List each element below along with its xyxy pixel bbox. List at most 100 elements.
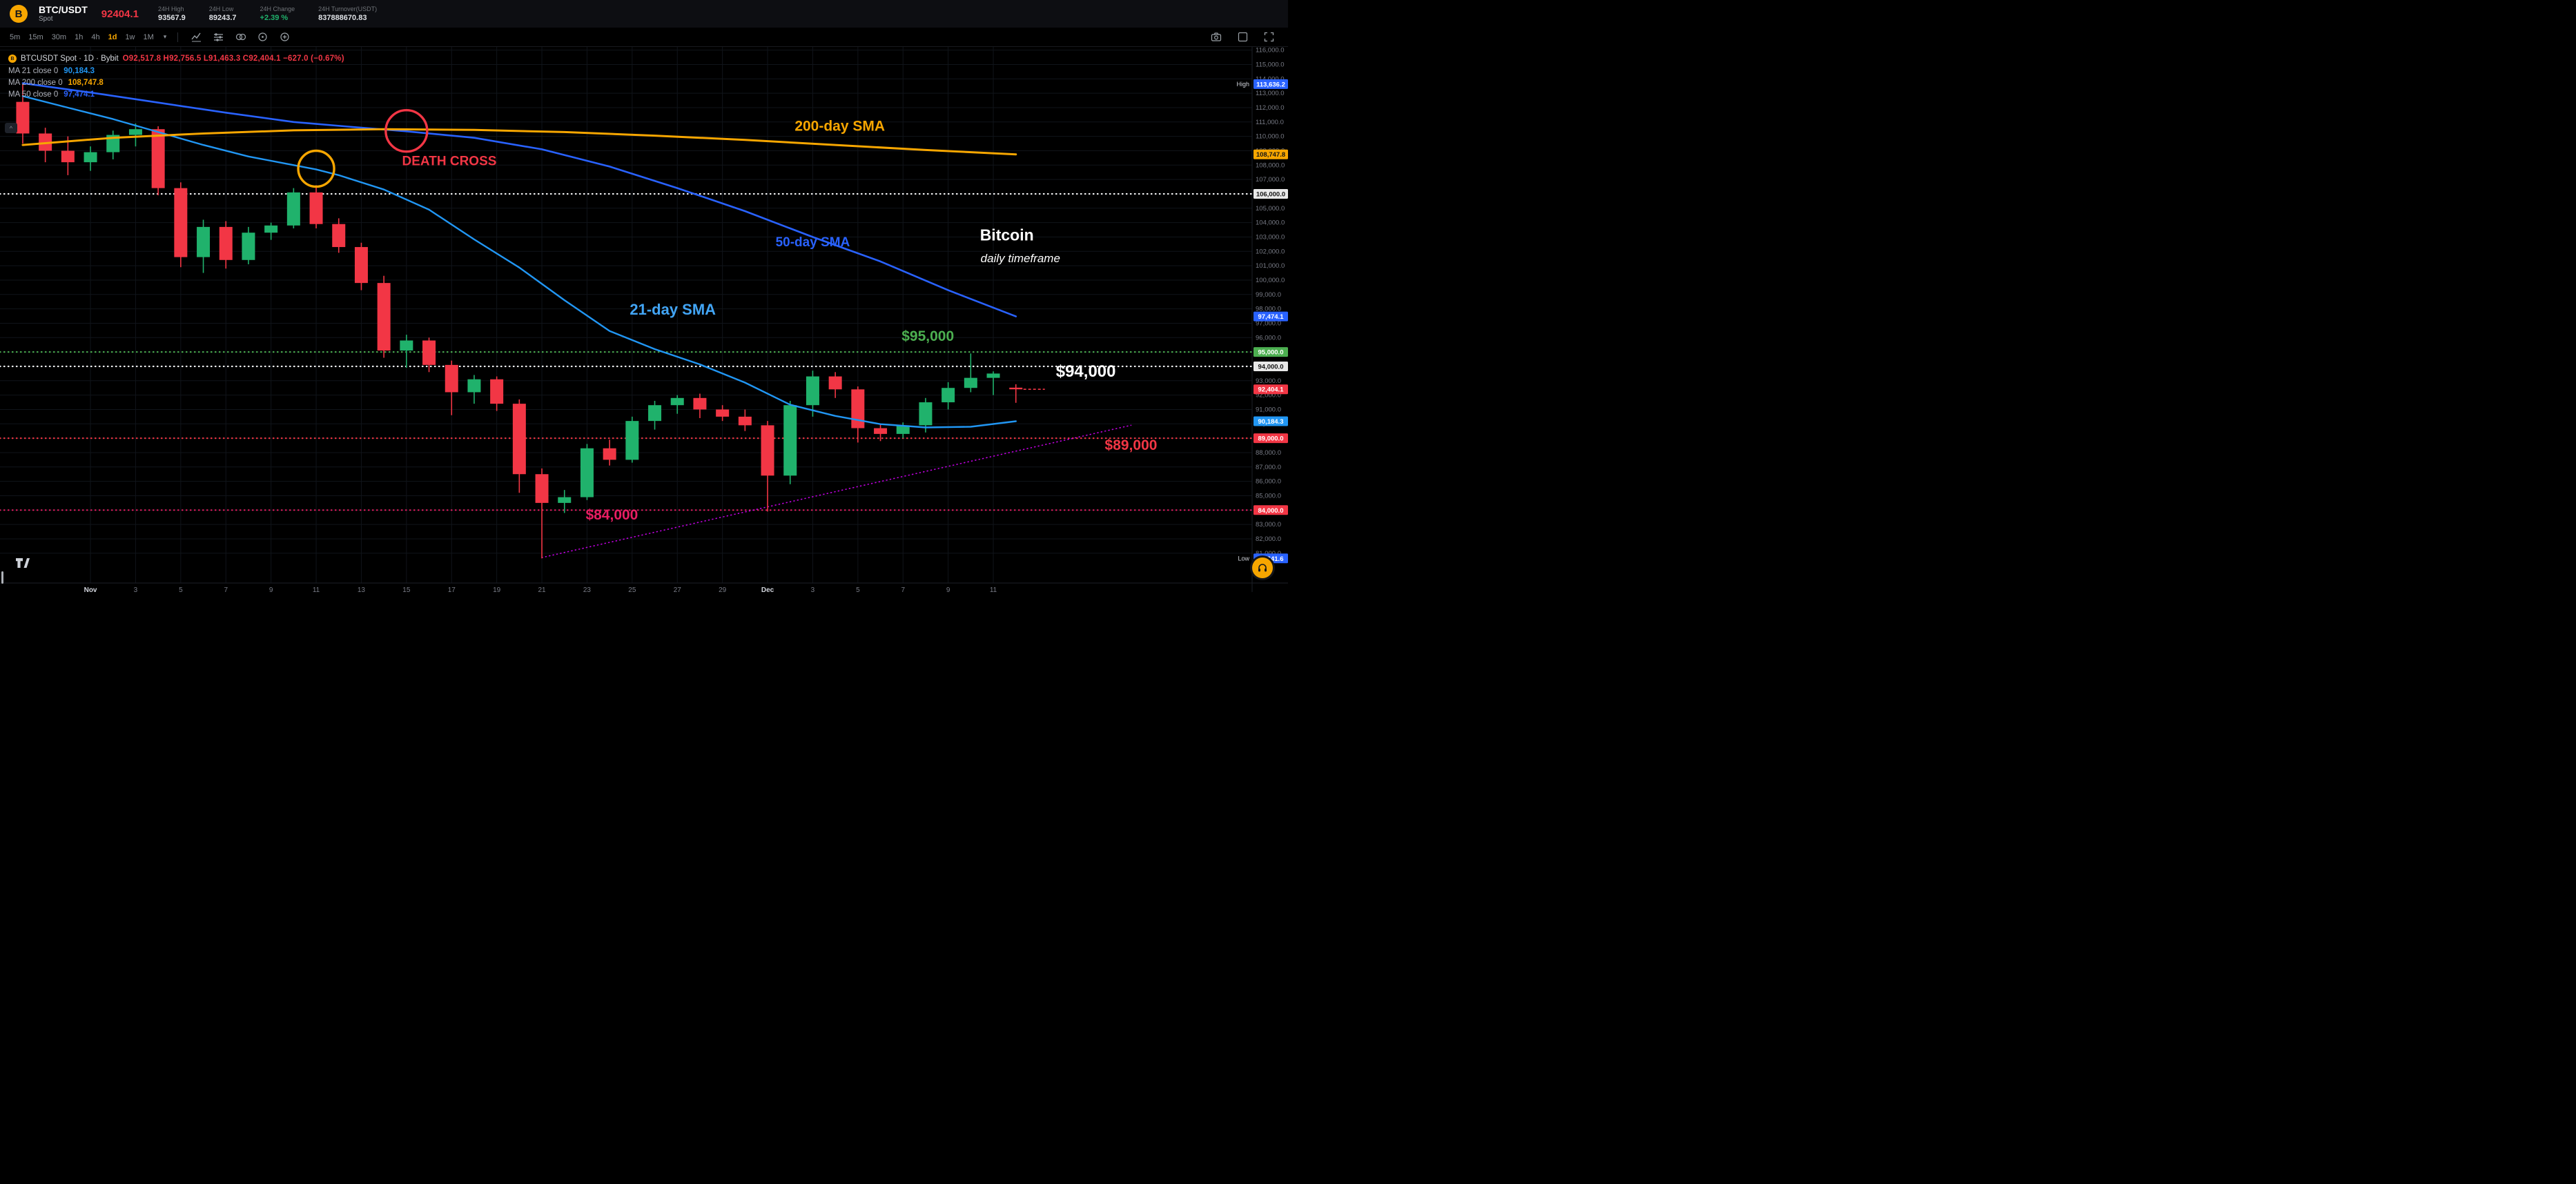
svg-text:82,000.0: 82,000.0: [1256, 535, 1281, 543]
svg-text:110,000.0: 110,000.0: [1256, 133, 1285, 141]
header: B BTC/USDT Spot 92404.1 24H High 93567.9…: [0, 0, 1288, 28]
svg-text:104,000.0: 104,000.0: [1256, 219, 1285, 227]
svg-text:17: 17: [448, 586, 456, 592]
price-chart-canvas[interactable]: 200-day SMA DEATH CROSS 50-day SMA 21-day S…: [0, 47, 1288, 592]
fullscreen-icon[interactable]: [1262, 31, 1275, 43]
legend-ma-row-1[interactable]: MA 200 close 0 108,747.8: [8, 78, 104, 87]
legend-collapse-button[interactable]: ^: [5, 123, 17, 133]
annotation-95-000: $95,000: [901, 328, 954, 344]
svg-text:113,000.0: 113,000.0: [1256, 90, 1285, 97]
svg-text:89,000.0: 89,000.0: [1258, 435, 1284, 443]
annotation-94-000: $94,000: [1056, 362, 1116, 381]
chart-area: 200-day SMA DEATH CROSS 50-day SMA 21-day S…: [0, 47, 1288, 592]
timeframe-1w[interactable]: 1w: [121, 31, 139, 43]
svg-text:29: 29: [719, 586, 727, 592]
svg-text:19: 19: [493, 586, 501, 592]
svg-text:Dec: Dec: [761, 586, 774, 592]
svg-text:11: 11: [990, 586, 997, 592]
svg-text:7: 7: [224, 586, 228, 592]
annotation-21-day-sma: 21-day SMA: [630, 301, 716, 318]
svg-text:83,000.0: 83,000.0: [1256, 521, 1281, 529]
bybit-logo-icon: B: [10, 5, 28, 23]
panels-icon[interactable]: [1236, 31, 1249, 43]
axis-badge-92404.1: 92,404.1: [1253, 384, 1288, 395]
svg-text:15: 15: [402, 586, 411, 592]
ma-21-line: [21, 95, 1017, 428]
svg-text:115,000.0: 115,000.0: [1256, 61, 1285, 68]
svg-text:99,000.0: 99,000.0: [1256, 291, 1281, 299]
stat-24h-turnover: 24H Turnover(USDT) 837888670.83: [318, 6, 378, 22]
legend-ohlc: O92,517.8 H92,756.5 L91,463.3 C92,404.1 …: [122, 55, 344, 63]
timeframe-dropdown[interactable]: ▾: [163, 33, 167, 40]
svg-text:103,000.0: 103,000.0: [1256, 233, 1285, 241]
axis-badge-94000: 94,000.0: [1253, 361, 1288, 371]
axis-badge-prefix: Low: [1238, 555, 1249, 562]
svg-text:93,000.0: 93,000.0: [1256, 377, 1281, 385]
headset-icon: [1258, 564, 1267, 572]
add-circle-icon[interactable]: [278, 31, 291, 43]
chart-legend: B BTCUSDT Spot · 1D · Bybit O92,517.8 H9…: [8, 52, 344, 100]
timeframe-bar: 5m 15m 30m 1h 4h 1d 1w 1M: [6, 31, 158, 43]
timeframe-1d[interactable]: 1d: [104, 31, 121, 43]
svg-text:27: 27: [674, 586, 682, 592]
svg-text:102,000.0: 102,000.0: [1256, 248, 1285, 255]
svg-text:9: 9: [269, 586, 273, 592]
legend-ma-row-0[interactable]: MA 21 close 0 90,184.3: [8, 66, 95, 75]
svg-text:92,000.0: 92,000.0: [1256, 392, 1281, 399]
svg-text:107,000.0: 107,000.0: [1256, 176, 1285, 184]
price-axis[interactable]: 81,000.082,000.083,000.084,000.085,000.0…: [1236, 47, 1288, 564]
compare-icon[interactable]: [234, 31, 246, 43]
svg-text:3: 3: [811, 586, 815, 592]
svg-text:113,636.2: 113,636.2: [1256, 81, 1285, 88]
indicators-icon[interactable]: [212, 31, 224, 43]
annotation-200-day-sma: 200-day SMA: [794, 119, 885, 135]
timeframe-15m[interactable]: 15m: [24, 31, 47, 43]
timeframe-30m[interactable]: 30m: [48, 31, 70, 43]
svg-text:108,000.0: 108,000.0: [1256, 161, 1285, 169]
legend-ma-list: MA 21 close 0 90,184.3 MA 200 close 0 108,7…: [8, 65, 344, 100]
svg-text:11: 11: [313, 586, 320, 592]
line-chart-icon[interactable]: [190, 31, 202, 43]
svg-text:100,000.0: 100,000.0: [1256, 277, 1285, 284]
annotation-daily-timeframe: daily timeframe: [981, 252, 1060, 265]
timeframe-1M[interactable]: 1M: [139, 31, 158, 43]
stat-24h-low: 24H Low 89243.7: [208, 6, 237, 22]
svg-text:3: 3: [134, 586, 138, 592]
timeframe-1h[interactable]: 1h: [70, 31, 87, 43]
legend-ma-row-2[interactable]: MA 50 close 0 97,474.1: [8, 90, 95, 99]
svg-text:21: 21: [538, 586, 546, 592]
legend-title: BTCUSDT Spot · 1D · Bybit: [21, 55, 119, 63]
markers: [297, 109, 429, 188]
camera-icon[interactable]: [1210, 31, 1222, 43]
tradingview-logo[interactable]: [15, 558, 30, 573]
bybit-btc-chart-page: { "header": { "symbol": "BTC/USDT", "mar…: [0, 0, 1288, 592]
candles: [16, 83, 1023, 559]
ma-50-line: [21, 82, 1017, 317]
timeframe-5m[interactable]: 5m: [6, 31, 24, 43]
svg-text:96,000.0: 96,000.0: [1256, 334, 1281, 342]
legend-symbol-row[interactable]: B BTCUSDT Spot · 1D · Bybit O92,517.8 H9…: [8, 52, 344, 65]
circle-21sma-rejection: [297, 149, 335, 188]
svg-text:9: 9: [946, 586, 950, 592]
axis-badge-90184.3: 90,184.3: [1253, 416, 1288, 426]
svg-text:105,000.0: 105,000.0: [1256, 205, 1285, 213]
axis-badge-97474.1: 97,474.1: [1253, 311, 1288, 322]
svg-text:95,000.0: 95,000.0: [1258, 349, 1284, 357]
time-axis[interactable]: Nov 3 5 7 9 11 13 15 17 19 21 23 25 27 29 Dec 3 5 7 9 11: [84, 586, 997, 592]
svg-text:92,404.1: 92,404.1: [1258, 386, 1285, 394]
svg-text:97,000.0: 97,000.0: [1256, 319, 1281, 327]
svg-text:91,000.0: 91,000.0: [1256, 406, 1281, 413]
svg-text:98,000.0: 98,000.0: [1256, 306, 1281, 313]
svg-text:80,641.6: 80,641.6: [1258, 555, 1284, 563]
svg-text:87,000.0: 87,000.0: [1256, 464, 1281, 471]
left-scrollbar[interactable]: [1, 571, 3, 584]
svg-text:111,000.0: 111,000.0: [1256, 119, 1284, 126]
svg-text:116,000.0: 116,000.0: [1256, 47, 1285, 55]
svg-text:7: 7: [901, 586, 905, 592]
support-chat-button[interactable]: [1252, 558, 1273, 578]
alert-icon[interactable]: [256, 31, 269, 43]
axis-badge-84000: 84,000.0: [1253, 505, 1288, 515]
timeframe-4h[interactable]: 4h: [87, 31, 104, 43]
svg-text:94,000.0: 94,000.0: [1258, 363, 1284, 371]
circle-death-cross: [384, 109, 429, 153]
